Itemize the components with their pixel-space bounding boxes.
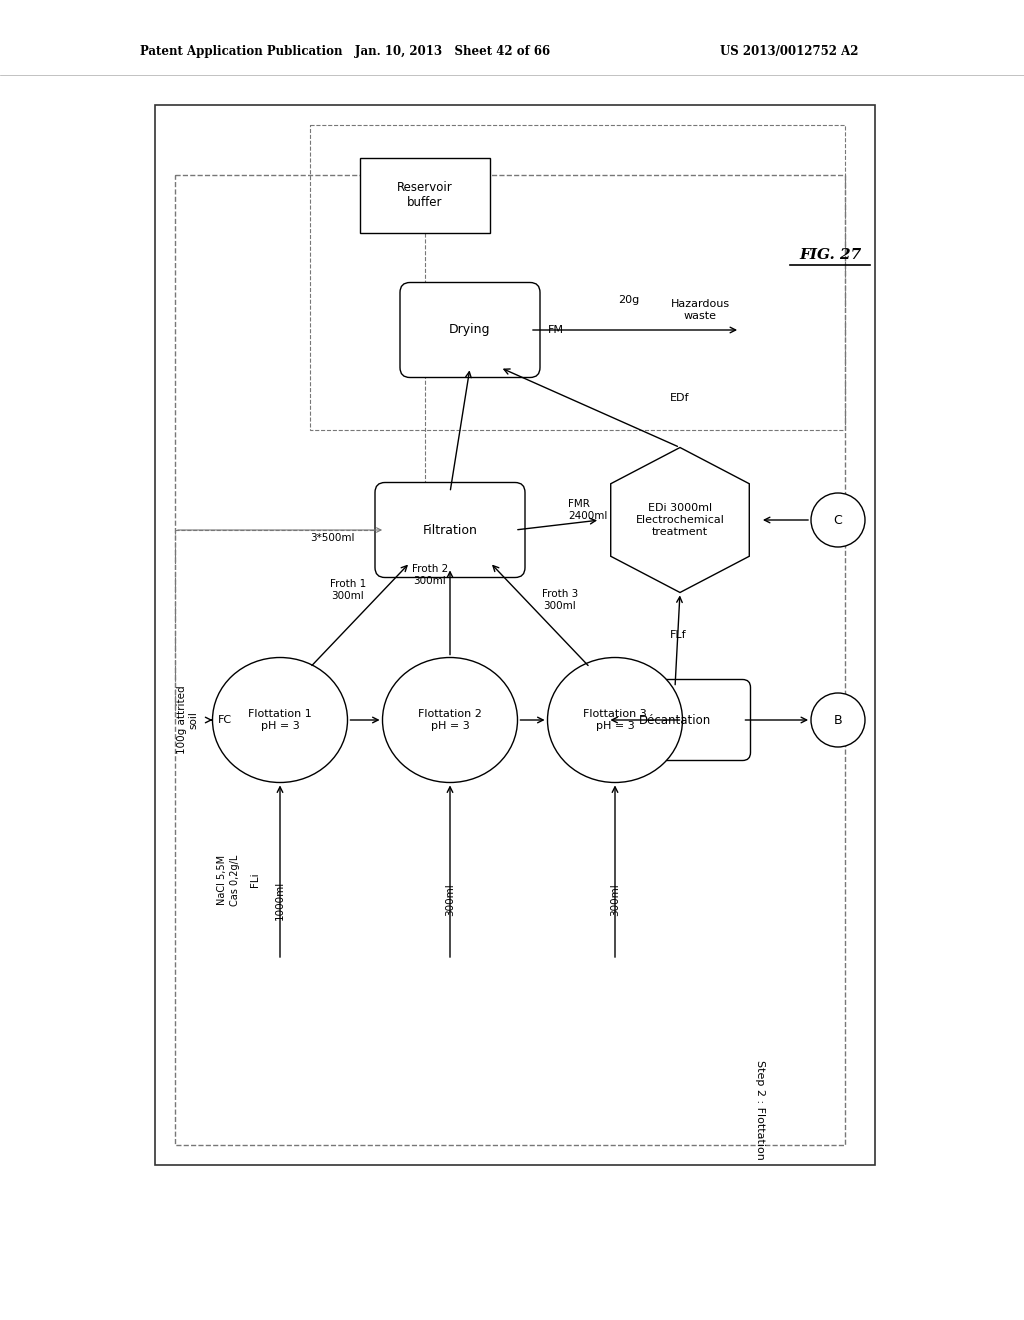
- Text: NaCl 5,5M: NaCl 5,5M: [217, 855, 227, 906]
- Bar: [175, 176, 845, 1144]
- Text: Reservoir
buffer: Reservoir buffer: [397, 181, 453, 209]
- Text: Step 2 : Flottation: Step 2 : Flottation: [755, 1060, 765, 1160]
- Circle shape: [811, 492, 865, 546]
- Ellipse shape: [213, 657, 347, 783]
- Text: Froth 3
300ml: Froth 3 300ml: [542, 589, 579, 611]
- Text: 1000ml: 1000ml: [275, 880, 285, 920]
- Text: Patent Application Publication   Jan. 10, 2013   Sheet 42 of 66: Patent Application Publication Jan. 10, …: [140, 45, 550, 58]
- Text: Drying: Drying: [450, 323, 490, 337]
- Text: FC: FC: [218, 715, 232, 725]
- Text: Flottation 3
pH = 3: Flottation 3 pH = 3: [583, 709, 647, 731]
- Polygon shape: [610, 447, 750, 593]
- FancyBboxPatch shape: [599, 680, 751, 760]
- Text: Froth 1
300ml: Froth 1 300ml: [330, 579, 367, 601]
- Bar: [310, 125, 845, 430]
- Text: FLf: FLf: [670, 630, 686, 640]
- FancyBboxPatch shape: [375, 483, 525, 578]
- Text: FIG. 27: FIG. 27: [799, 248, 861, 261]
- Text: FLi: FLi: [250, 873, 260, 887]
- Text: Cas 0,2g/L: Cas 0,2g/L: [230, 854, 240, 906]
- Text: 100g attrited
soil: 100g attrited soil: [177, 685, 199, 754]
- Text: Flottation 1
pH = 3: Flottation 1 pH = 3: [248, 709, 312, 731]
- Text: EDf: EDf: [671, 393, 690, 403]
- Text: Hazardous
waste: Hazardous waste: [671, 300, 729, 321]
- Text: 20g: 20g: [618, 294, 639, 305]
- Bar: [155, 106, 874, 1166]
- Text: US 2013/0012752 A2: US 2013/0012752 A2: [720, 45, 858, 58]
- Bar: [360, 157, 490, 232]
- Text: B: B: [834, 714, 843, 726]
- Text: FMR
2400ml: FMR 2400ml: [568, 499, 607, 521]
- Text: 300ml: 300ml: [445, 883, 455, 916]
- FancyBboxPatch shape: [400, 282, 540, 378]
- Text: Décantation: Décantation: [639, 714, 711, 726]
- Text: 300ml: 300ml: [610, 883, 620, 916]
- Text: Froth 2
300ml: Froth 2 300ml: [412, 564, 449, 586]
- Text: C: C: [834, 513, 843, 527]
- Ellipse shape: [548, 657, 683, 783]
- Ellipse shape: [383, 657, 517, 783]
- Circle shape: [811, 693, 865, 747]
- Text: Filtration: Filtration: [423, 524, 477, 536]
- Text: Flottation 2
pH = 3: Flottation 2 pH = 3: [418, 709, 482, 731]
- Text: 3*500ml: 3*500ml: [309, 533, 354, 543]
- Text: FM: FM: [548, 325, 564, 335]
- Text: EDi 3000ml
Electrochemical
treatment: EDi 3000ml Electrochemical treatment: [636, 503, 724, 537]
